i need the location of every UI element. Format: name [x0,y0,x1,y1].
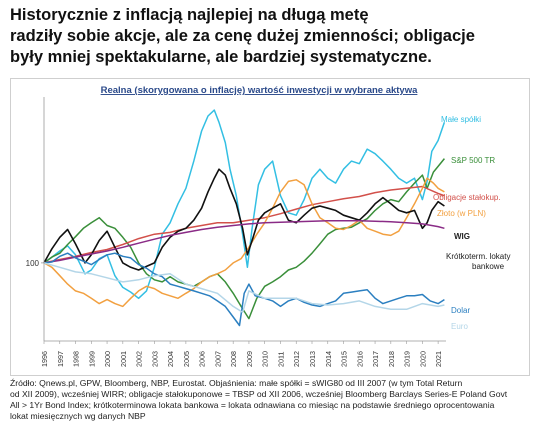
series-label-dolar: Dolar [451,306,470,315]
x-tick-label: 1997 [56,351,65,367]
x-tick-label: 1998 [72,351,81,367]
x-tick-label: 2002 [135,351,144,367]
chart-title: Realna (skorygowana o inflację) wartość … [101,85,418,96]
headline-line-3: były mniej spektakularne, ale bardziej s… [10,48,432,66]
series-label-wig: WIG [454,232,470,241]
x-tick-label: 2008 [229,351,238,367]
x-tick-label: 1999 [87,351,96,367]
x-tick-label: 2007 [213,351,222,367]
x-tick-label: 2016 [355,351,364,367]
x-tick-label: 2014 [324,351,333,367]
label-layer: Małe spółki S&P 500 TR Obligacje stałokup.… [433,115,510,331]
series-line-dolar [43,252,445,327]
series-line-zloto-w-pln [43,177,445,308]
series-label-male-spolki: Małe spółki [441,115,481,124]
footnote-line-3: All > 1Yr Bond Index; krótkoterminowa lo… [10,400,495,410]
x-tick-label: 2011 [276,352,285,367]
x-tick-label: 2013 [308,351,317,367]
footnote-line-1: Źródło: Qnews.pl, GPW, Bloomberg, NBP, E… [10,378,463,388]
series-label-s-p-500-tr: S&P 500 TR [451,156,495,165]
footnote-line-2: od XII 2009), wcześniej WIRR; obligacje … [10,389,508,399]
x-tick-label: 2004 [166,351,175,367]
series-line-male-spolki [43,109,446,300]
x-tick-label: 2001 [119,351,128,367]
series-line-euro [43,262,445,314]
y-tick-label: 100 [26,259,40,268]
source-footnote: Źródło: Qnews.pl, GPW, Bloomberg, NBP, E… [10,378,532,422]
axis-layer: 100 1996 1997 1998 1999 2000 2001 2002 2003 2004 2… [26,97,446,367]
series-label-euro: Euro [451,322,468,331]
series-label-obligacje-stalokup: Obligacje stałokup. [433,193,501,202]
headline-line-2: radziły sobie akcje, ale za cenę dużej z… [10,27,475,45]
headline-line-1: Historycznie z inflacją najlepiej na dłu… [10,6,369,24]
series-line-krotkoterm-lokaty-bankowe [43,219,445,264]
series-label-zloto-w-pln: Złoto (w PLN) [437,209,486,218]
line-chart: Realna (skorygowana o inflację) wartość … [26,85,511,367]
x-tick-label: 2012 [292,351,301,367]
x-tick-label: 1996 [40,351,49,367]
x-tick-label: 2015 [340,351,349,367]
x-tick-label: 2003 [150,351,159,367]
x-tick-label: 2010 [261,351,270,367]
x-tick-label: 2020 [418,351,427,367]
x-tick-label: 2006 [198,351,207,367]
footnote-line-4: lokat miesięcznych wg danych NBP [10,411,146,421]
series-label-krotkoterm-lokaty-bankowe: Krótkoterm. lokaty [446,252,510,261]
x-tick-label: 2019 [403,351,412,367]
series-label-krotkoterm-lokaty-bankowe: bankowe [472,262,505,271]
x-tick-label: 2018 [387,351,396,367]
series-line-wig [43,168,445,271]
series-line-s-p-500-tr [43,158,445,320]
x-tick-label: 2009 [245,351,254,367]
x-tick-label: 2005 [182,351,191,367]
x-tick-label: 2021 [434,351,443,367]
series-line-obligacje-stalokup [43,185,445,264]
chart-frame: Realna (skorygowana o inflację) wartość … [10,78,530,376]
x-tick-label: 2017 [371,351,380,367]
x-tick-label: 2000 [103,351,112,367]
series-layer [43,109,446,327]
headline: Historycznie z inflacją najlepiej na dłu… [10,5,530,68]
